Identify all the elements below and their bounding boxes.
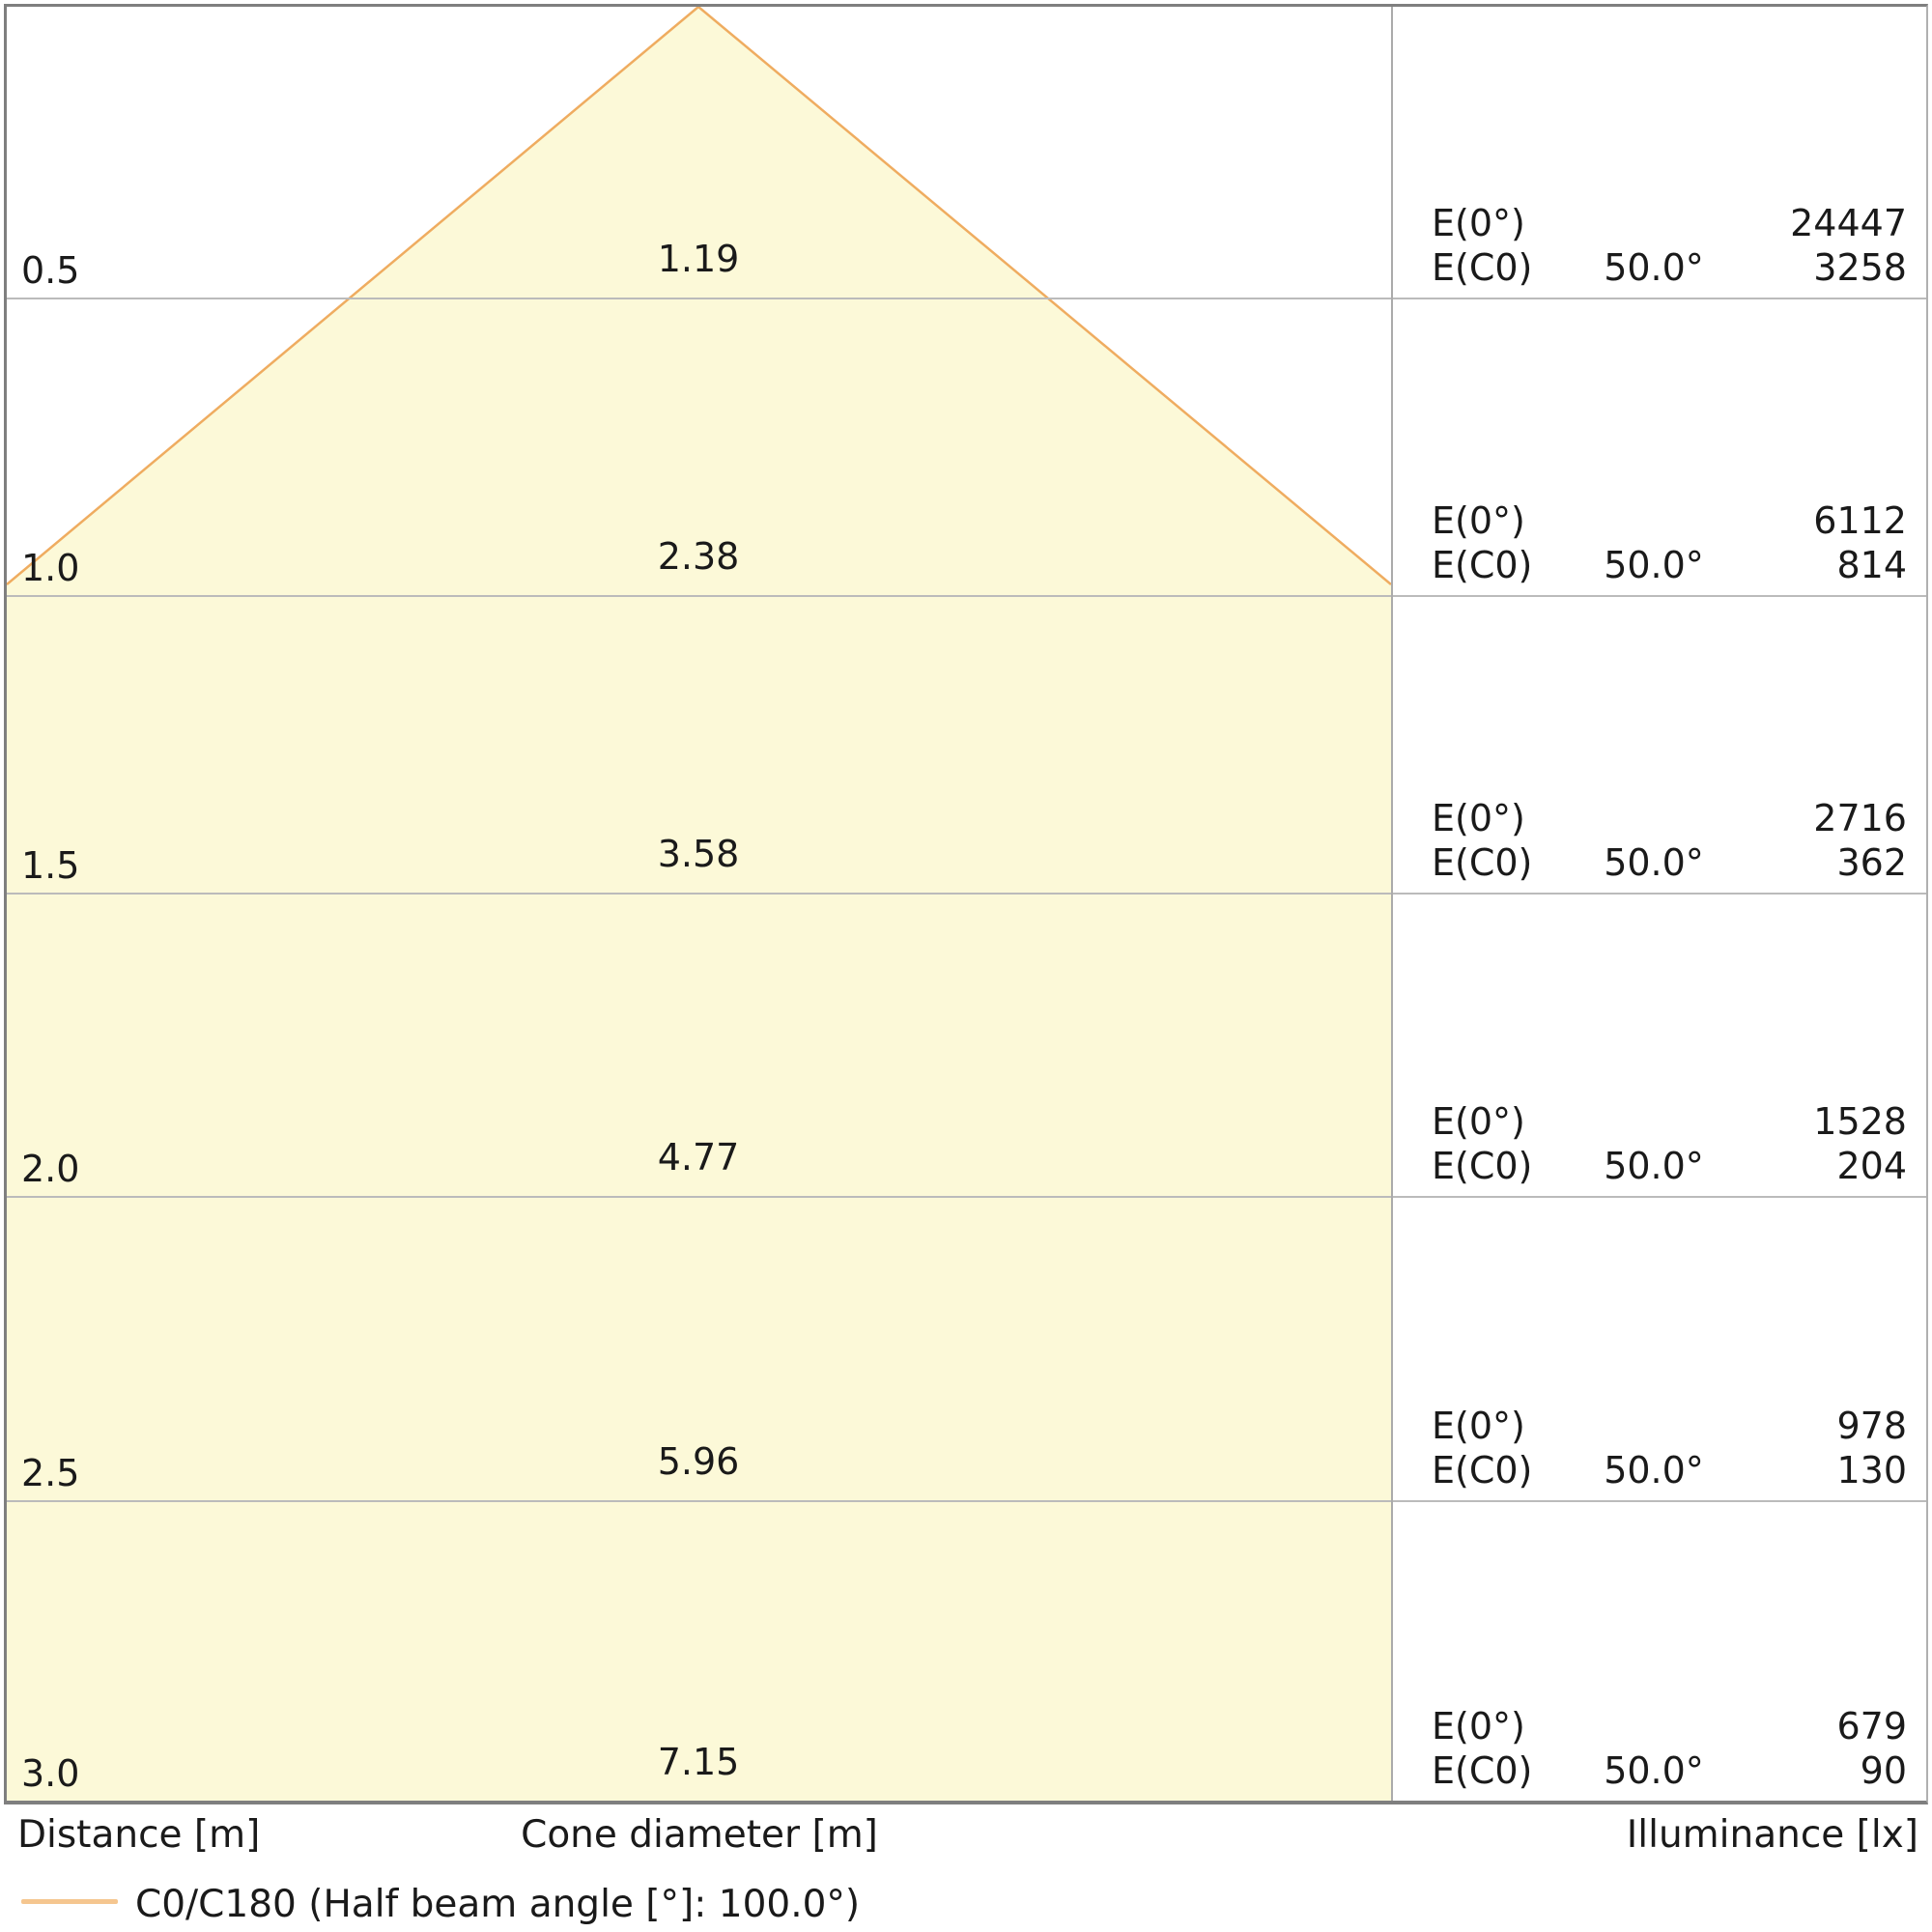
e0-label: E(0°) (1432, 499, 1525, 542)
cone-beam-outline (7, 7, 1391, 585)
e0-row: E(0°) 2716 (1432, 796, 1907, 840)
e0-value: 1528 (1813, 1100, 1907, 1143)
distance-tick-label: 0.5 (21, 249, 80, 292)
axis-label-row: Distance [m] Cone diameter [m] Illuminan… (0, 1812, 1932, 1859)
grid-line-1.5m (7, 893, 1926, 895)
ec0-label: E(C0) (1432, 544, 1533, 586)
distance-tick-label: 3.0 (21, 1752, 80, 1795)
ec0-row: E(C0) 50.0° 362 (1432, 840, 1907, 885)
illuminance-block: E(0°) 1528 E(C0) 50.0° 204 (1393, 1099, 1926, 1188)
ec0-value: 204 (1836, 1145, 1907, 1187)
e0-row: E(0°) 978 (1432, 1404, 1907, 1448)
ec0-label: E(C0) (1432, 1749, 1533, 1792)
grid-line-0.5m (7, 298, 1926, 299)
beam-angle-value: 50.0° (1604, 544, 1704, 586)
axis-label-cone-diameter: Cone diameter [m] (521, 1813, 878, 1857)
ec0-label: E(C0) (1432, 246, 1533, 289)
legend-line-swatch (21, 1899, 118, 1904)
distance-tick-label: 1.5 (21, 844, 80, 887)
ec0-label: E(C0) (1432, 841, 1533, 884)
illuminance-panel-divider (1391, 7, 1393, 1801)
e0-label: E(0°) (1432, 202, 1525, 244)
e0-label: E(0°) (1432, 1405, 1525, 1447)
grid-line-1.0m (7, 595, 1926, 597)
ec0-value: 130 (1836, 1449, 1907, 1492)
cone-diameter-value: 2.38 (657, 535, 740, 578)
distance-tick-label: 1.0 (21, 547, 80, 589)
e0-value: 2716 (1813, 797, 1907, 839)
e0-value: 978 (1836, 1405, 1907, 1447)
grid-line-2.5m (7, 1500, 1926, 1502)
cone-diameter-value: 3.58 (657, 833, 740, 875)
ec0-row: E(C0) 50.0° 130 (1432, 1448, 1907, 1492)
cone-fill-shape (7, 7, 1391, 1801)
beam-angle-value: 50.0° (1604, 841, 1704, 884)
cone-diameter-value: 1.19 (657, 238, 740, 280)
axis-label-distance: Distance [m] (17, 1813, 261, 1857)
light-cone-plot (7, 7, 1391, 1801)
ec0-row: E(C0) 50.0° 814 (1432, 543, 1907, 587)
e0-label: E(0°) (1432, 797, 1525, 839)
cone-diameter-value: 7.15 (657, 1741, 740, 1783)
e0-label: E(0°) (1432, 1705, 1525, 1747)
illuminance-block: E(0°) 2716 E(C0) 50.0° 362 (1393, 796, 1926, 885)
distance-tick-label: 2.0 (21, 1148, 80, 1190)
ec0-row: E(C0) 50.0° 90 (1432, 1748, 1907, 1793)
e0-row: E(0°) 24447 (1432, 201, 1907, 245)
beam-angle-value: 50.0° (1604, 1749, 1704, 1792)
axis-label-illuminance: Illuminance [lx] (1626, 1813, 1918, 1857)
e0-label: E(0°) (1432, 1100, 1525, 1143)
ec0-value: 90 (1860, 1749, 1907, 1792)
ec0-row: E(C0) 50.0° 204 (1432, 1144, 1907, 1188)
illuminance-block: E(0°) 679 E(C0) 50.0° 90 (1393, 1704, 1926, 1793)
beam-angle-value: 50.0° (1604, 246, 1704, 289)
beam-angle-value: 50.0° (1604, 1449, 1704, 1492)
beam-angle-value: 50.0° (1604, 1145, 1704, 1187)
ec0-label: E(C0) (1432, 1145, 1533, 1187)
ec0-row: E(C0) 50.0° 3258 (1432, 245, 1907, 290)
e0-value: 6112 (1813, 499, 1907, 542)
e0-value: 24447 (1790, 202, 1907, 244)
e0-row: E(0°) 1528 (1432, 1099, 1907, 1144)
legend-label: C0/C180 (Half beam angle [°]: 100.0°) (135, 1883, 861, 1926)
illuminance-block: E(0°) 978 E(C0) 50.0° 130 (1393, 1404, 1926, 1492)
cone-diameter-value: 4.77 (657, 1136, 740, 1179)
ec0-value: 362 (1836, 841, 1907, 884)
e0-value: 679 (1836, 1705, 1907, 1747)
ec0-value: 3258 (1813, 246, 1907, 289)
e0-row: E(0°) 6112 (1432, 498, 1907, 543)
cone-diameter-value: 5.96 (657, 1440, 740, 1483)
e0-row: E(0°) 679 (1432, 1704, 1907, 1748)
chart-frame: 0.5 1.0 1.5 2.0 2.5 3.0 1.19 2.38 3.58 4… (4, 4, 1928, 1804)
distance-tick-label: 2.5 (21, 1452, 80, 1494)
illuminance-block: E(0°) 24447 E(C0) 50.0° 3258 (1393, 201, 1926, 290)
grid-line-2.0m (7, 1196, 1926, 1198)
ec0-value: 814 (1836, 544, 1907, 586)
illuminance-block: E(0°) 6112 E(C0) 50.0° 814 (1393, 498, 1926, 587)
ec0-label: E(C0) (1432, 1449, 1533, 1492)
